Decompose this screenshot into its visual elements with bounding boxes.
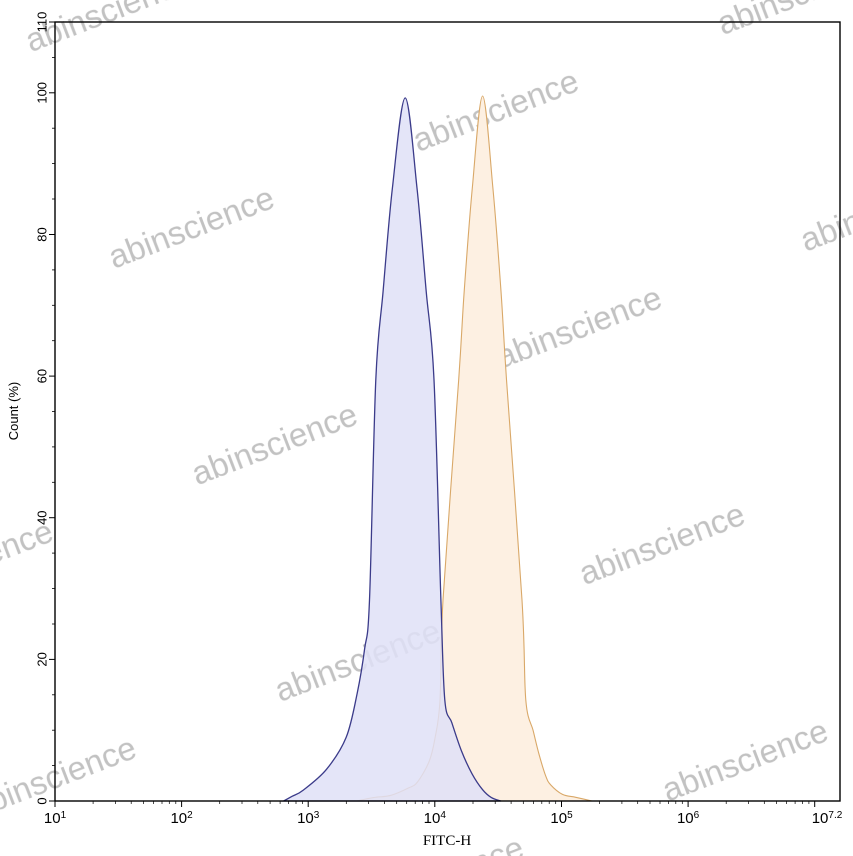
svg-text:103: 103 [297, 810, 320, 827]
svg-text:106: 106 [677, 810, 700, 827]
svg-text:102: 102 [170, 810, 193, 827]
svg-text:100: 100 [34, 82, 49, 104]
svg-text:Count (%): Count (%) [6, 382, 21, 441]
svg-text:40: 40 [34, 510, 49, 524]
svg-text:110: 110 [34, 12, 49, 33]
svg-text:104: 104 [424, 810, 447, 827]
svg-text:105: 105 [550, 810, 573, 827]
svg-text:80: 80 [34, 227, 49, 241]
svg-text:0: 0 [34, 797, 49, 804]
svg-text:FITC-H: FITC-H [423, 833, 472, 849]
svg-text:20: 20 [34, 652, 49, 666]
svg-text:60: 60 [34, 369, 49, 383]
svg-text:101: 101 [44, 810, 67, 827]
svg-text:107.2: 107.2 [812, 810, 843, 827]
